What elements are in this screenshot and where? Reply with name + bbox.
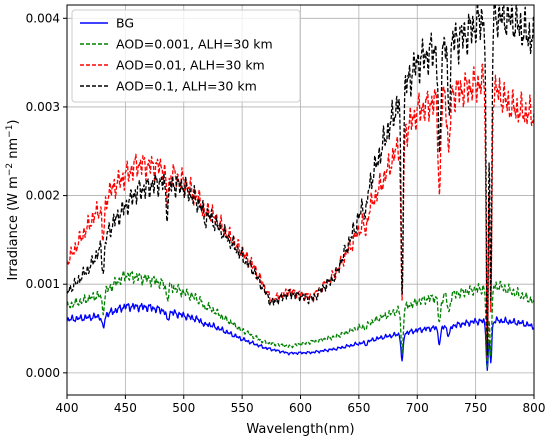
y-label-mid: nm: [6, 138, 21, 163]
y-tick-label: 0.000: [26, 366, 60, 380]
legend-box: [71, 9, 301, 103]
legend: BG AOD=0.001, ALH=30 km AOD=0.01, ALH=30 k…: [71, 9, 301, 103]
y-label-main: Irradiance (W m: [6, 176, 21, 280]
y-label-sup1: −2: [5, 163, 15, 176]
series-line-1: [67, 269, 534, 369]
legend-label: AOD=0.01, ALH=30 km: [116, 58, 265, 73]
x-tick-label: 700: [406, 401, 429, 415]
y-axis-label: Irradiance (W m−2 nm−1): [5, 119, 21, 280]
x-tick-label: 600: [289, 401, 312, 415]
y-tick-label: 0.001: [26, 277, 60, 291]
series-line-0: [67, 302, 534, 371]
x-tick-label: 750: [464, 401, 487, 415]
series-lines: [67, 5, 534, 371]
x-tick-label: 800: [523, 401, 546, 415]
y-label-end: ): [6, 119, 21, 124]
series-line-3: [67, 5, 534, 356]
x-tick-label: 650: [347, 401, 370, 415]
legend-label: AOD=0.001, ALH=30 km: [116, 37, 273, 52]
axis-ticks: 400 450 500 550 600 650 700 750 800 0.000 0.001 0.0…: [26, 11, 546, 415]
y-tick-label: 0.002: [26, 189, 60, 203]
legend-label: BG: [116, 16, 134, 31]
y-tick-label: 0.004: [26, 11, 60, 25]
legend-label: AOD=0.1, ALH=30 km: [116, 79, 257, 94]
series-line-2: [67, 63, 534, 359]
x-tick-label: 550: [231, 401, 254, 415]
x-tick-label: 500: [172, 401, 195, 415]
x-tick-label: 400: [56, 401, 79, 415]
y-label-sup2: −1: [5, 125, 15, 138]
x-tick-label: 450: [114, 401, 137, 415]
x-axis-label: Wavelength(nm): [246, 422, 354, 437]
legend-items: BG AOD=0.001, ALH=30 km AOD=0.01, ALH=30 k…: [80, 16, 273, 94]
y-tick-label: 0.003: [26, 100, 60, 114]
